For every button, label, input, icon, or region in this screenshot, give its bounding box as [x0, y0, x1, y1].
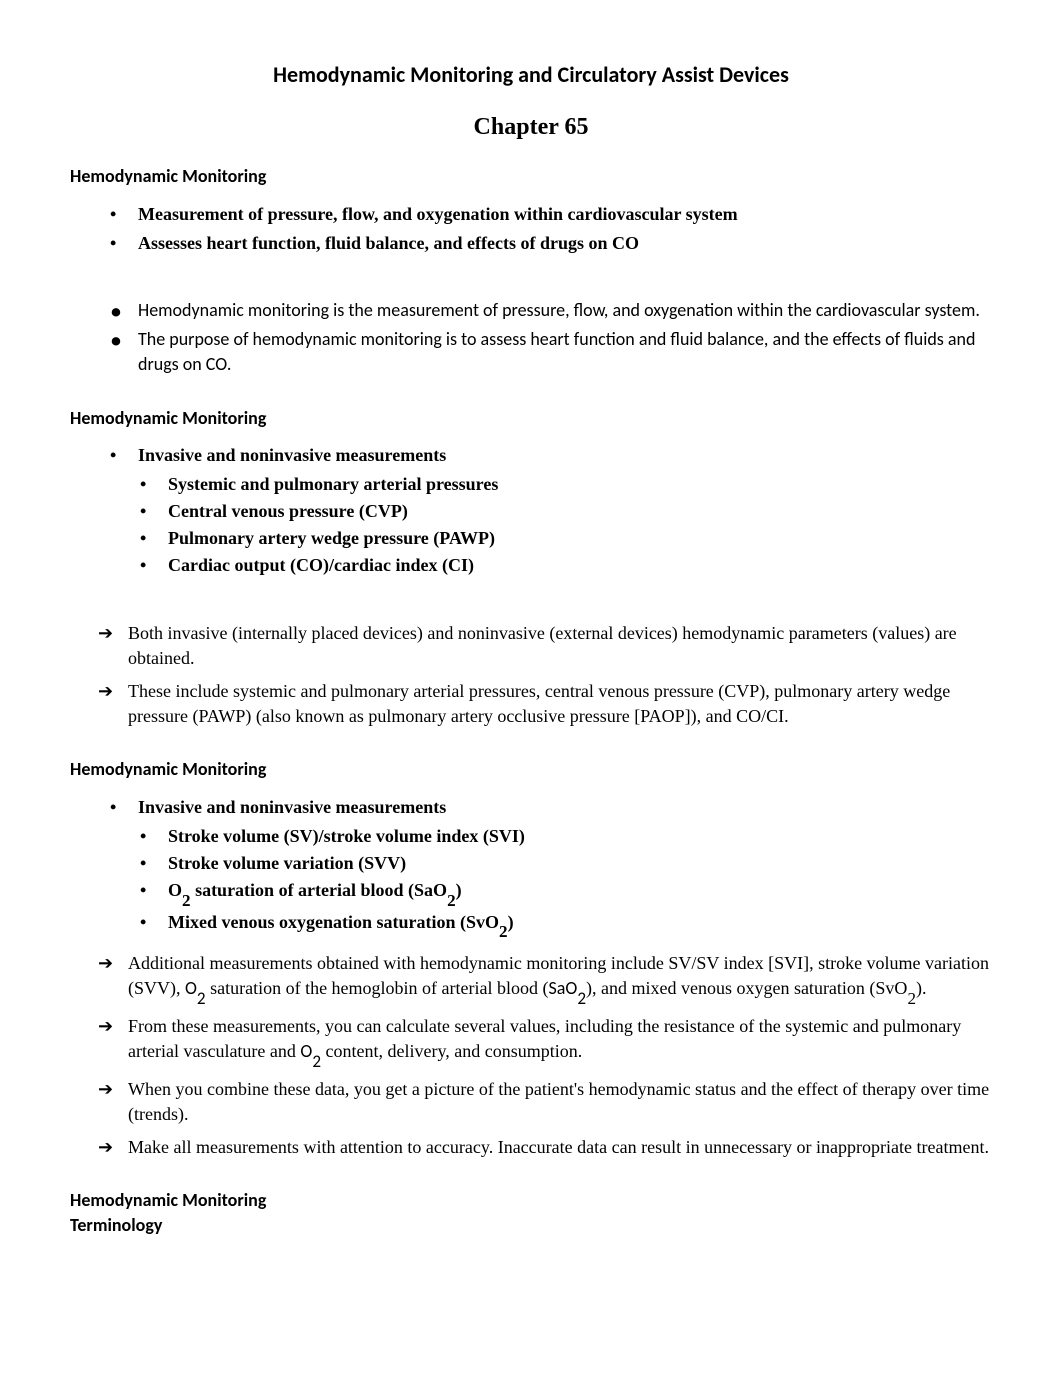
list-item: Additional measurements obtained with he…: [98, 951, 992, 1006]
section-heading: Hemodynamic Monitoring: [70, 406, 992, 431]
section-heading: Hemodynamic Monitoring: [70, 1188, 992, 1213]
list-item: Stroke volume variation (SVV): [140, 851, 992, 876]
text: Mixed venous oxygenation saturation (SvO: [168, 912, 499, 932]
text: saturation of the hemoglobin of arterial…: [206, 978, 549, 998]
text: O: [300, 1040, 312, 1062]
list-item: Pulmonary artery wedge pressure (PAWP): [140, 526, 992, 551]
chapter-title: Chapter 65: [70, 111, 992, 145]
list-item: Central venous pressure (CVP): [140, 499, 992, 524]
document-title: Hemodynamic Monitoring and Circulatory A…: [70, 60, 992, 91]
section-heading: Hemodynamic Monitoring: [70, 757, 992, 782]
list-item: Make all measurements with attention to …: [98, 1135, 992, 1160]
section-heading: Hemodynamic Monitoring: [70, 164, 992, 189]
text: ).: [916, 978, 927, 998]
list-item: O2 saturation of arterial blood (SaO2): [140, 878, 992, 908]
list-item: Cardiac output (CO)/cardiac index (CI): [140, 553, 992, 578]
list-item: Assesses heart function, fluid balance, …: [110, 231, 992, 256]
list-item: From these measurements, you can calcula…: [98, 1014, 992, 1069]
list-item: Invasive and noninvasive measurements: [110, 795, 992, 820]
text: ), and mixed venous oxygen saturation (S…: [586, 978, 907, 998]
text: ): [456, 880, 462, 900]
text: saturation of arterial blood (SaO: [191, 880, 448, 900]
text: O: [185, 977, 197, 999]
section-subheading: Terminology: [70, 1213, 992, 1238]
text: content, delivery, and consumption.: [321, 1041, 582, 1061]
list-item: Mixed venous oxygenation saturation (SvO…: [140, 910, 992, 940]
subscript: 2: [447, 891, 456, 910]
subscript: 2: [312, 1051, 321, 1072]
list-item: Hemodynamic monitoring is the measuremen…: [110, 298, 992, 323]
list-item: When you combine these data, you get a p…: [98, 1077, 992, 1127]
text: O: [168, 880, 182, 900]
subscript: 2: [499, 922, 508, 941]
list-item: These include systemic and pulmonary art…: [98, 679, 992, 729]
subscript: 2: [907, 989, 916, 1008]
text: ): [508, 912, 514, 932]
list-item: Both invasive (internally placed devices…: [98, 621, 992, 671]
list-item: Invasive and noninvasive measurements: [110, 443, 992, 468]
subscript: 2: [197, 988, 206, 1009]
list-item: Systemic and pulmonary arterial pressure…: [140, 472, 992, 497]
subscript: 2: [577, 988, 586, 1009]
subscript: 2: [182, 891, 191, 910]
list-item: Measurement of pressure, flow, and oxyge…: [110, 202, 992, 227]
list-item: Stroke volume (SV)/stroke volume index (…: [140, 824, 992, 849]
list-item: The purpose of hemodynamic monitoring is…: [110, 327, 992, 377]
text: SaO: [549, 977, 578, 999]
